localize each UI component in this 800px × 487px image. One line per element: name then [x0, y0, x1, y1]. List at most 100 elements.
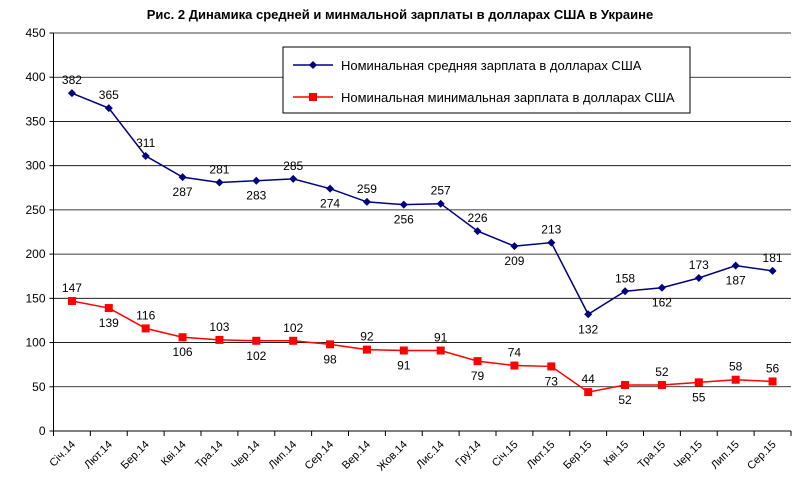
legend-box [282, 46, 691, 114]
data-point [252, 336, 261, 345]
data-label: 213 [541, 223, 561, 237]
data-label: 311 [136, 136, 155, 150]
data-point [141, 324, 150, 333]
x-tick-label: Сер.14 [303, 439, 337, 473]
data-point [694, 378, 703, 387]
x-tick-label: Лип.15 [709, 439, 742, 472]
data-label: 116 [136, 308, 155, 322]
data-point [731, 375, 740, 384]
data-label: 44 [582, 372, 596, 386]
y-tick-label: 450 [25, 26, 45, 40]
y-tick-label: 0 [39, 424, 46, 438]
legend-marker-average [309, 61, 317, 69]
data-point [473, 227, 482, 236]
data-point [657, 283, 666, 292]
y-tick-label: 350 [25, 114, 45, 128]
data-label: 173 [689, 258, 709, 272]
data-label: 382 [62, 73, 82, 87]
data-label: 91 [434, 331, 448, 345]
data-point [252, 176, 261, 185]
data-label: 58 [729, 360, 743, 374]
data-point [473, 357, 482, 366]
data-label: 209 [504, 254, 524, 268]
data-point [694, 273, 703, 282]
data-point [510, 361, 519, 370]
y-tick-label: 300 [25, 159, 45, 173]
data-label: 98 [323, 352, 337, 366]
x-tick-label: Кві.15 [601, 439, 631, 469]
data-point [547, 238, 556, 247]
data-label: 73 [545, 374, 559, 388]
legend-label-minimum: Номинальная минимальная зарплата в долла… [341, 90, 675, 105]
x-tick-label: Бер.15 [561, 439, 594, 472]
data-point [141, 151, 150, 160]
data-label: 74 [508, 346, 522, 360]
x-tick-label: Тра.14 [193, 439, 225, 471]
data-point [621, 381, 630, 390]
grid [53, 32, 791, 388]
data-label: 55 [692, 390, 706, 404]
data-point [621, 287, 630, 296]
x-tick-label: Бер.14 [119, 439, 152, 472]
data-label: 158 [615, 271, 635, 285]
data-point [289, 174, 298, 183]
data-point [731, 261, 740, 270]
series-average: 382 365 311 287 281 283 285 274 259 256 257 226 209 2… [62, 73, 783, 336]
data-label: 285 [283, 159, 303, 173]
data-point [547, 362, 556, 371]
data-label: 287 [173, 185, 193, 199]
data-point [584, 310, 593, 319]
data-label: 187 [726, 274, 746, 288]
x-tick-label: Гру.14 [453, 439, 483, 469]
data-label: 181 [763, 251, 783, 265]
x-tick-label: Січ.15 [490, 439, 521, 470]
x-tick-label: Лют.14 [82, 439, 115, 472]
data-point [67, 89, 76, 98]
x-tick-label: Чер.14 [229, 439, 262, 472]
data-point [67, 296, 76, 305]
data-label: 132 [578, 322, 598, 336]
y-tick-label: 100 [25, 336, 45, 350]
data-label: 147 [62, 281, 82, 295]
data-label: 56 [766, 361, 780, 375]
data-label: 139 [99, 316, 119, 330]
data-label: 256 [394, 213, 414, 227]
y-tick-label: 150 [25, 291, 45, 305]
data-label: 281 [209, 162, 229, 176]
data-label: 106 [173, 345, 193, 359]
data-point [362, 197, 371, 206]
x-tick-label: Кві.14 [159, 439, 189, 469]
data-point [178, 333, 187, 342]
x-tick-label: Лип.14 [266, 439, 299, 472]
x-tick-label: Сер.15 [745, 439, 779, 473]
data-label: 79 [471, 369, 485, 383]
data-label: 92 [360, 330, 374, 344]
x-tick-label: Вер.14 [340, 439, 373, 472]
data-point [215, 335, 224, 344]
data-point [510, 242, 519, 251]
data-point [436, 199, 445, 208]
data-label: 226 [468, 211, 488, 225]
series-layer: 382 365 311 287 281 283 285 274 259 256 257 226 209 2… [62, 73, 783, 407]
data-label: 257 [431, 184, 451, 198]
data-point [436, 346, 445, 355]
data-point [326, 184, 335, 193]
data-point [289, 336, 298, 345]
x-tick-label: Лют.15 [525, 439, 558, 472]
data-point [326, 340, 335, 349]
data-label: 274 [320, 197, 340, 211]
data-point [657, 381, 666, 390]
data-point [215, 178, 224, 187]
x-tick-label: Лис.14 [414, 439, 447, 472]
y-tick-label: 200 [25, 247, 45, 261]
data-point [104, 104, 113, 113]
data-point [362, 345, 371, 354]
x-tick-label: Тра.15 [636, 439, 668, 471]
data-label: 103 [209, 320, 229, 334]
y-tick-label: 50 [32, 380, 46, 394]
data-label: 52 [655, 365, 669, 379]
data-label: 283 [246, 189, 266, 203]
data-label: 259 [357, 182, 377, 196]
data-label: 102 [246, 349, 266, 363]
